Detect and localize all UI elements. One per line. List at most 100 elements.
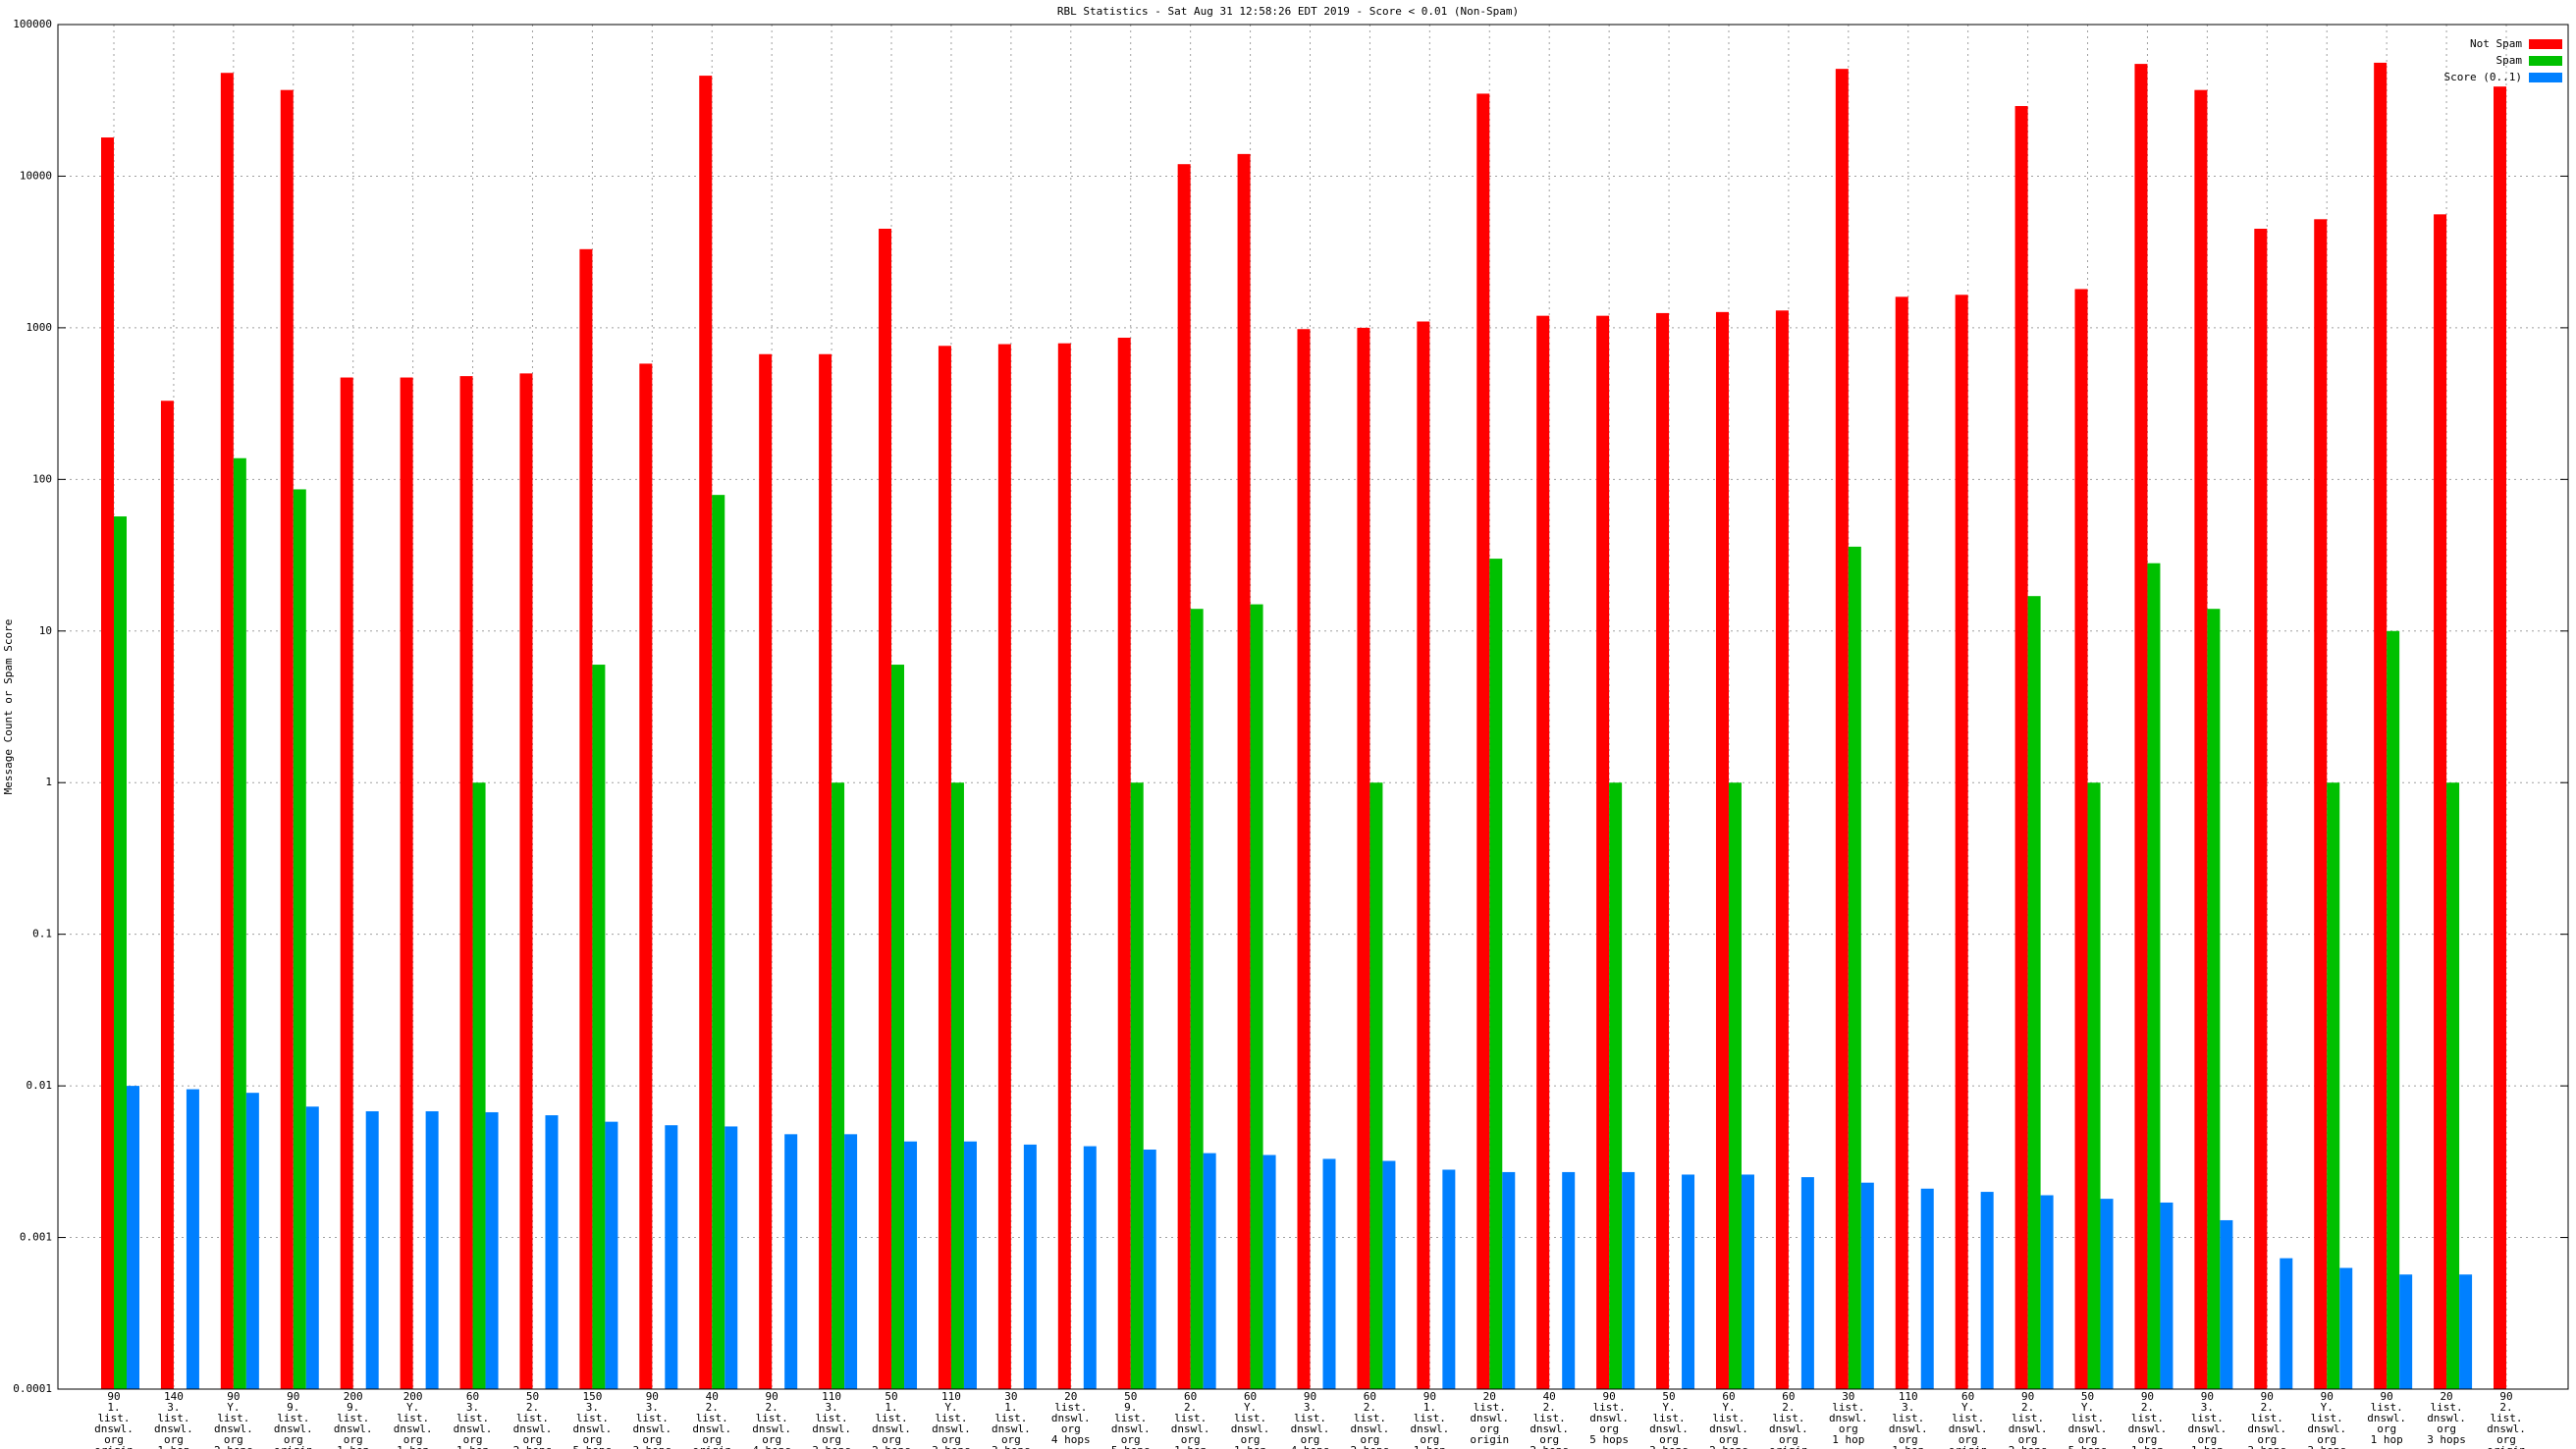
x-tick-label: list. xyxy=(696,1412,728,1424)
x-tick-label: 1 hop xyxy=(1174,1444,1207,1449)
bar xyxy=(519,373,533,1389)
bar xyxy=(160,401,174,1390)
x-tick-label: org xyxy=(1241,1433,1261,1446)
x-tick-label: 1 hop xyxy=(2371,1433,2403,1446)
x-tick-label: org xyxy=(284,1433,303,1446)
x-tick-label: list. xyxy=(2071,1412,2104,1424)
x-tick-label: org xyxy=(1420,1433,1439,1446)
x-tick-label: list. xyxy=(816,1412,848,1424)
x-tick-label: 50 xyxy=(2081,1390,2094,1403)
y-tick-label: 10 xyxy=(39,624,52,637)
bar xyxy=(2220,1219,2233,1389)
x-tick-label: org xyxy=(1181,1433,1201,1446)
x-tick-label: dnswl. xyxy=(1589,1412,1629,1424)
bar xyxy=(127,1086,139,1389)
x-tick-label: org xyxy=(1301,1433,1320,1446)
x-tick-label: list. xyxy=(1772,1412,1804,1424)
x-tick-label: 1 hop xyxy=(337,1444,369,1449)
x-tick-label: org xyxy=(2197,1433,2217,1446)
x-tick-label: list. xyxy=(1832,1401,1864,1414)
x-tick-label: 90 xyxy=(646,1390,659,1403)
bar xyxy=(305,1106,319,1389)
legend-label: Score (0..1) xyxy=(2444,71,2522,83)
bar xyxy=(819,353,832,1389)
bar xyxy=(220,73,234,1390)
x-tick-label: 4 hops xyxy=(1051,1433,1091,1446)
bar xyxy=(1130,782,1144,1389)
x-tick-label: list. xyxy=(1533,1412,1566,1424)
x-tick-label: 1. xyxy=(1004,1401,1017,1414)
x-tick-label: org xyxy=(642,1433,662,1446)
x-tick-label: 60 xyxy=(1184,1390,1197,1403)
x-tick-label: 2 hops xyxy=(214,1444,253,1449)
x-tick-label: 90 xyxy=(2499,1390,2512,1403)
x-tick-label: 200 xyxy=(403,1390,423,1403)
x-tick-label: org xyxy=(2437,1422,2456,1435)
x-tick-label: 2. xyxy=(2499,1401,2512,1414)
x-tick-label: org xyxy=(104,1433,124,1446)
x-tick-label: 4 hops xyxy=(1291,1444,1330,1449)
x-tick-label: dnswl. xyxy=(2487,1422,2526,1435)
x-tick-label: list. xyxy=(217,1412,249,1424)
x-tick-label: org xyxy=(762,1433,781,1446)
bar xyxy=(1203,1153,1216,1389)
x-tick-label: dnswl. xyxy=(2009,1422,2048,1435)
x-tick-label: org xyxy=(164,1433,184,1446)
x-tick-label: 9. xyxy=(287,1401,299,1414)
x-tick-label: dnswl. xyxy=(94,1422,134,1435)
y-tick-label: 0.1 xyxy=(32,928,52,940)
bar xyxy=(1143,1150,1156,1389)
x-tick-label: dnswl. xyxy=(2247,1422,2286,1435)
x-tick-label: 20 xyxy=(1064,1390,1077,1403)
x-tick-label: 2. xyxy=(766,1401,778,1414)
x-tick-label: list. xyxy=(1892,1412,1924,1424)
x-tick-label: dnswl. xyxy=(992,1422,1031,1435)
bar xyxy=(472,782,486,1389)
bar xyxy=(665,1125,678,1389)
x-tick-label: dnswl. xyxy=(1470,1412,1509,1424)
bar xyxy=(1741,1174,1754,1389)
x-tick-label: 90 xyxy=(2021,1390,2034,1403)
x-tick-label: dnswl. xyxy=(1709,1422,1748,1435)
bar xyxy=(2434,214,2447,1389)
x-tick-label: 3 hops xyxy=(2307,1444,2346,1449)
x-tick-label: dnswl. xyxy=(1111,1422,1151,1435)
x-tick-label: dnswl. xyxy=(1171,1422,1210,1435)
x-tick-label: 60 xyxy=(466,1390,479,1403)
x-tick-label: list. xyxy=(337,1412,369,1424)
x-tick-label: dnswl. xyxy=(1829,1412,1868,1424)
x-tick-label: 3 hops xyxy=(2247,1444,2286,1449)
y-tick-label: 10000 xyxy=(20,169,52,182)
x-tick-label: org xyxy=(1899,1433,1918,1446)
x-tick-label: org xyxy=(2496,1433,2516,1446)
bar xyxy=(1369,782,1383,1389)
x-tick-label: origin xyxy=(1949,1444,1988,1449)
x-tick-label: dnswl. xyxy=(2188,1422,2227,1435)
bar xyxy=(639,363,653,1389)
x-tick-label: org xyxy=(1959,1433,1978,1446)
x-tick-label: 90 xyxy=(2141,1390,2154,1403)
bar xyxy=(1357,327,1370,1389)
x-tick-label: org xyxy=(941,1433,961,1446)
x-tick-label: dnswl. xyxy=(2068,1422,2108,1435)
x-tick-label: dnswl. xyxy=(1410,1422,1449,1435)
x-tick-label: dnswl. xyxy=(812,1422,851,1435)
bar xyxy=(1190,609,1204,1389)
x-tick-label: list. xyxy=(636,1412,669,1424)
x-tick-label: list. xyxy=(756,1412,788,1424)
x-tick-label: org xyxy=(1719,1433,1739,1446)
bar xyxy=(2374,62,2388,1389)
x-tick-label: dnswl. xyxy=(632,1422,671,1435)
x-tick-label: 2 hops xyxy=(872,1444,911,1449)
x-tick-label: dnswl. xyxy=(573,1422,613,1435)
bar xyxy=(1562,1171,1576,1389)
bar xyxy=(2494,86,2506,1389)
x-tick-label: 60 xyxy=(1782,1390,1795,1403)
x-tick-label: list. xyxy=(1114,1412,1147,1424)
x-tick-label: 150 xyxy=(582,1390,602,1403)
x-tick-label: 3. xyxy=(1304,1401,1316,1414)
bar xyxy=(844,1134,858,1389)
x-tick-label: dnswl. xyxy=(334,1422,373,1435)
x-tick-label: 1 hop xyxy=(157,1444,189,1449)
bar xyxy=(1297,329,1311,1390)
